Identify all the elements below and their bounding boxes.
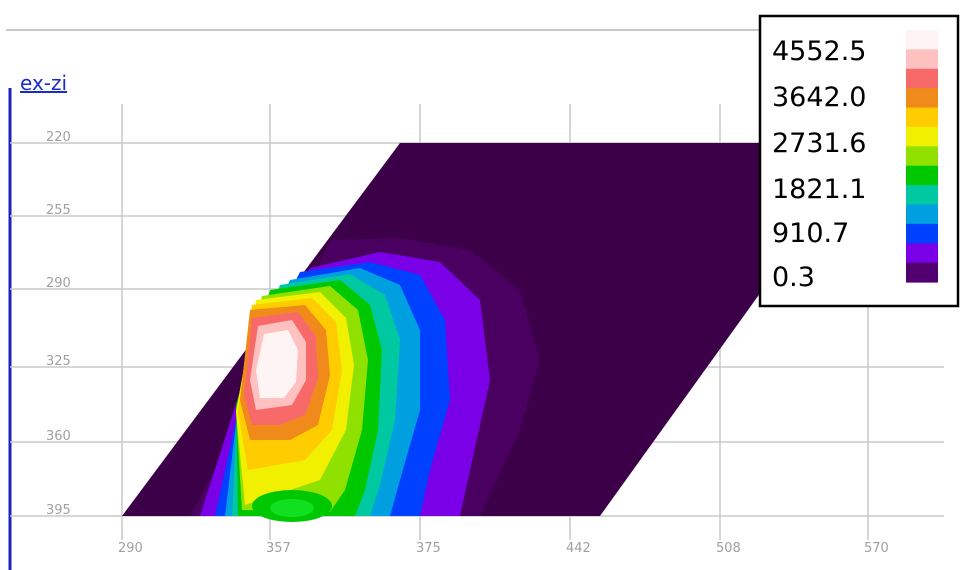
x-tick-labels: 290 357 375 442 508 570 <box>118 541 889 556</box>
x-tick-label: 290 <box>118 541 143 556</box>
colorbar-label: 4552.5 <box>772 36 866 67</box>
colorbar-segment <box>906 49 938 70</box>
y-tick-label: 360 <box>46 429 71 444</box>
y-tick-label: 395 <box>46 503 71 518</box>
colorbar-segment <box>906 88 938 109</box>
y-axis-label: ex-zi <box>20 71 67 95</box>
y-tick-label: 220 <box>46 130 71 145</box>
colorbar-segment <box>906 146 938 167</box>
colorbar-segment <box>906 223 938 244</box>
colorbar <box>906 30 938 283</box>
colorbar-segment <box>906 107 938 128</box>
y-tick-label: 255 <box>46 203 71 218</box>
colorbar-segment <box>906 262 938 283</box>
x-tick-label: 357 <box>266 541 291 556</box>
contour-lobe-core <box>270 499 314 517</box>
colorbar-label: 0.3 <box>772 262 815 293</box>
colorbar-legend: 4552.5 3642.0 2731.6 1821.1 910.7 0.3 <box>758 14 960 308</box>
colorbar-segment <box>906 243 938 264</box>
colorbar-segment <box>906 30 938 50</box>
contour-band-12 <box>256 330 298 398</box>
x-tick-label: 375 <box>416 541 441 556</box>
colorbar-segment <box>906 126 938 147</box>
colorbar-labels: 4552.5 3642.0 2731.6 1821.1 910.7 0.3 <box>772 36 866 293</box>
contour-field <box>122 143 868 522</box>
colorbar-label: 910.7 <box>772 218 849 249</box>
y-tick-label: 325 <box>46 354 71 369</box>
colorbar-label: 3642.0 <box>772 82 866 113</box>
colorbar-segment <box>906 165 938 186</box>
y-tick-label: 290 <box>46 276 71 291</box>
colorbar-label: 1821.1 <box>772 174 866 205</box>
colorbar-segment <box>906 185 938 206</box>
colorbar-label: 2731.6 <box>772 128 866 159</box>
x-tick-label: 442 <box>566 541 591 556</box>
colorbar-segment <box>906 68 938 89</box>
colorbar-segment <box>906 204 938 225</box>
x-tick-label: 570 <box>864 541 889 556</box>
x-tick-label: 508 <box>716 541 741 556</box>
y-tick-labels: 220 255 290 325 360 395 <box>46 130 71 518</box>
